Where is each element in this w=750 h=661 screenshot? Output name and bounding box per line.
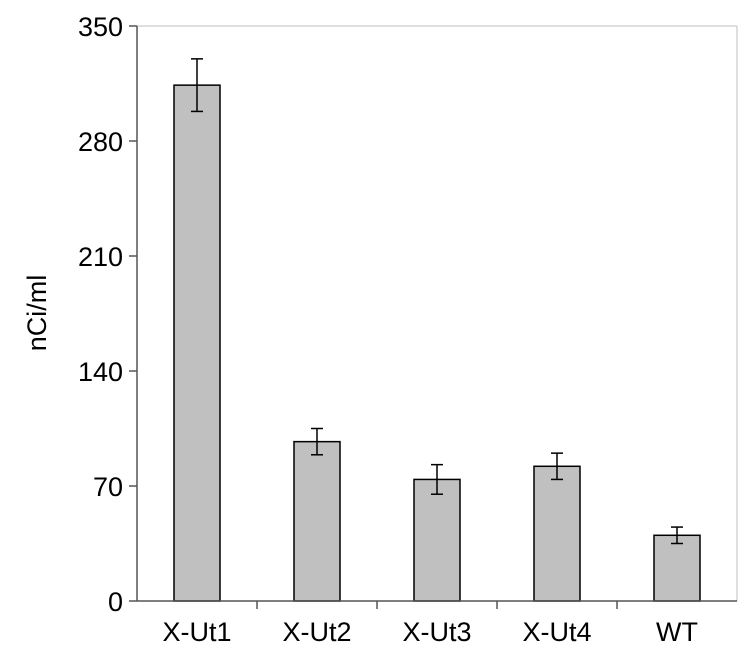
error-bar-x-ut3 <box>431 463 443 495</box>
bar-x-ut1 <box>173 84 221 602</box>
error-bar-wt <box>671 526 683 545</box>
y-tick-label: 350 <box>78 12 123 42</box>
x-tick-label: X-Ut3 <box>402 617 471 647</box>
error-bar-x-ut1 <box>191 58 203 113</box>
error-bar-x-ut2 <box>311 427 323 456</box>
x-tick-label: X-Ut1 <box>162 617 231 647</box>
y-ticks: 0 70 140 210 280 350 <box>78 12 137 617</box>
bar-x-ut2 <box>293 440 341 602</box>
bar-wt <box>653 534 701 602</box>
y-tick-label: 140 <box>78 357 123 387</box>
y-tick-label: 280 <box>78 127 123 157</box>
x-tick-label: WT <box>656 617 698 647</box>
bar-x-ut3 <box>413 478 461 602</box>
x-tick-labels: X-Ut1 X-Ut2 X-Ut3 X-Ut4 WT <box>162 601 698 647</box>
x-tick-label: X-Ut4 <box>522 617 591 647</box>
y-axis-title: nCi/ml <box>22 275 52 352</box>
y-tick-label: 0 <box>108 587 123 617</box>
bars <box>173 84 701 602</box>
x-tick-label: X-Ut2 <box>282 617 351 647</box>
y-tick-label: 210 <box>78 242 123 272</box>
y-tick-label: 70 <box>93 472 123 502</box>
bar-x-ut4 <box>533 465 581 602</box>
error-bars <box>191 58 683 545</box>
error-bar-x-ut4 <box>551 452 563 481</box>
